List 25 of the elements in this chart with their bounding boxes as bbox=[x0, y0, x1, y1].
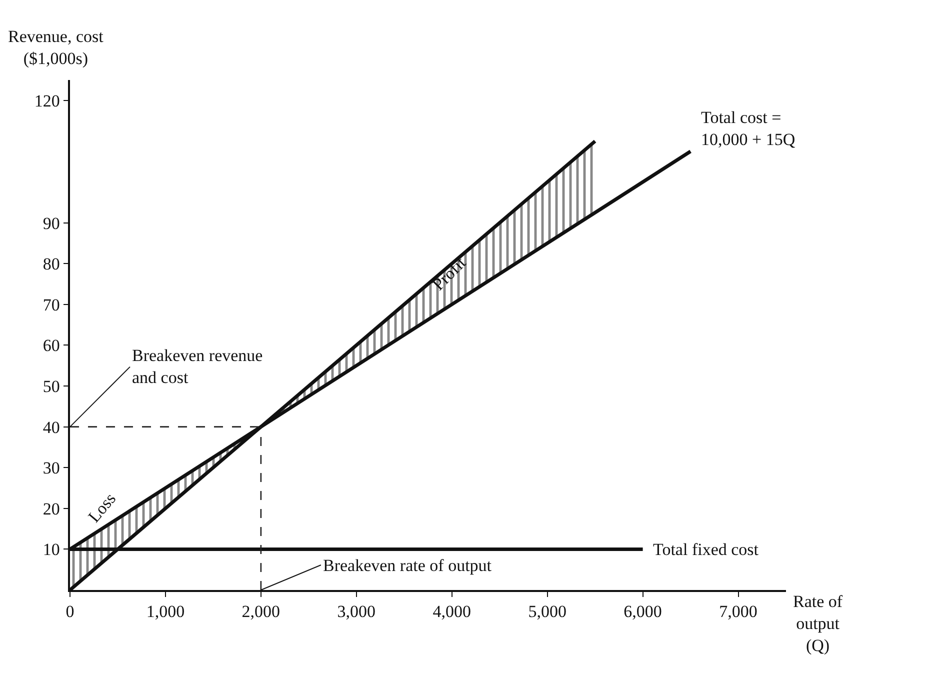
x-tick-label: 1,000 bbox=[146, 602, 185, 622]
y-tick-label: 60 bbox=[42, 336, 60, 356]
y-tick-label: 20 bbox=[42, 499, 60, 518]
x-tick-label: 7,000 bbox=[719, 602, 758, 622]
x-axis-title: Rate of output (Q) bbox=[793, 592, 843, 656]
y-tick-label: 40 bbox=[42, 418, 60, 437]
x-tick-label: 2,000 bbox=[242, 602, 280, 622]
annotation: Loss bbox=[84, 489, 120, 526]
y-axis-title: Revenue, cost ($1,000s) bbox=[8, 27, 104, 68]
annotation: Breakeven revenue and cost bbox=[132, 346, 263, 388]
x-tick-label: 0 bbox=[66, 602, 74, 622]
x-tick-label: 3,000 bbox=[337, 602, 376, 622]
x-tick-label: 5,000 bbox=[528, 602, 566, 622]
y-tick-label: 90 bbox=[42, 214, 60, 233]
annotation: Breakeven rate of output bbox=[323, 556, 492, 575]
series-label: Total fixed cost bbox=[653, 540, 759, 559]
y-tick-label: 120 bbox=[34, 91, 60, 110]
y-tick-label: 30 bbox=[42, 458, 60, 478]
y-tick-label: 80 bbox=[42, 254, 60, 274]
y-tick-label: 50 bbox=[42, 376, 60, 396]
x-tick-label: 6,000 bbox=[624, 602, 662, 622]
series-label: Total cost = 10,000 + 15Q bbox=[701, 108, 796, 150]
x-tick-label: 4,000 bbox=[432, 602, 471, 622]
y-tick-label: 10 bbox=[42, 540, 60, 560]
y-tick-label: 70 bbox=[42, 295, 60, 314]
